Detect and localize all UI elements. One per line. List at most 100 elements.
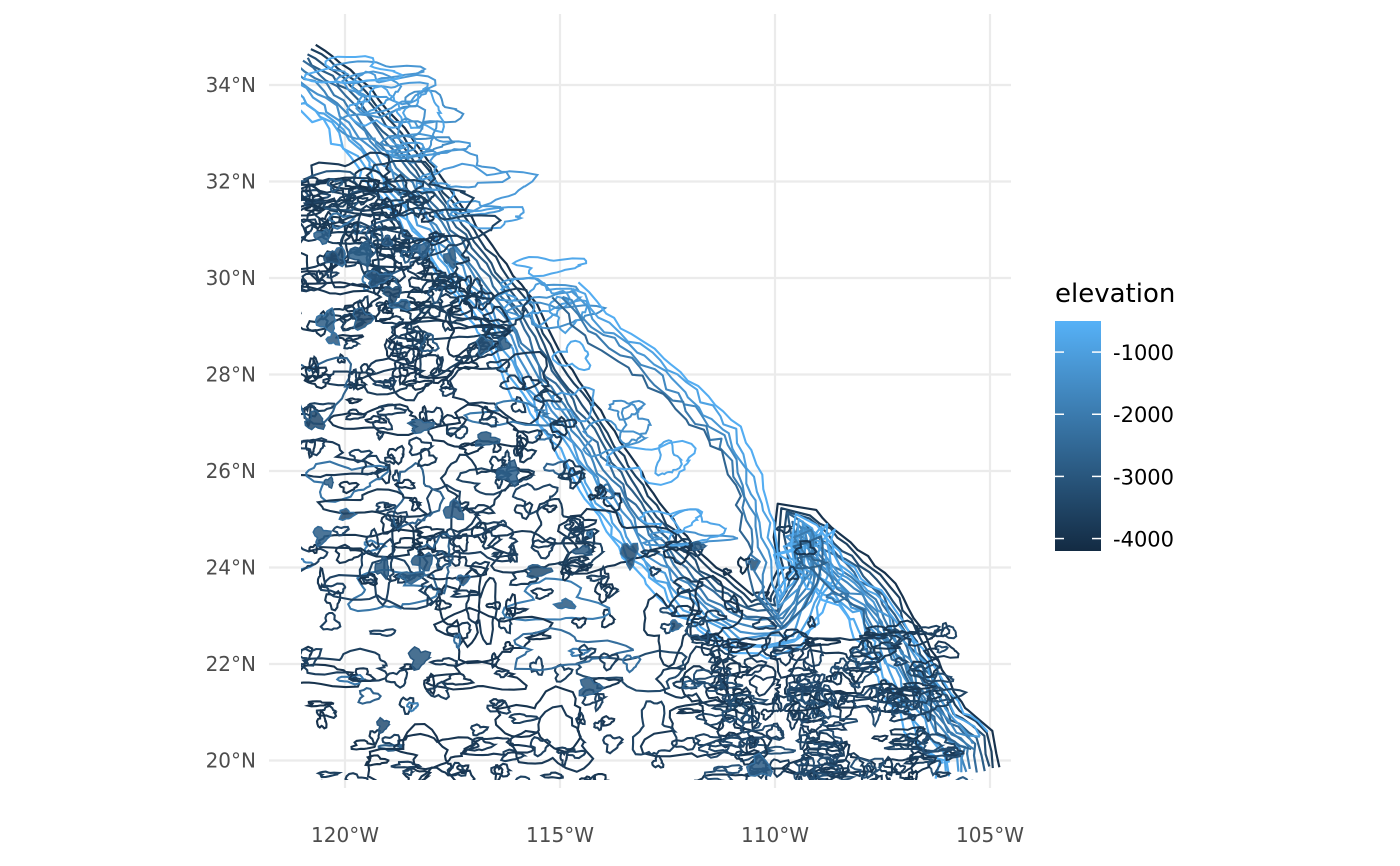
contour-line — [336, 104, 427, 154]
contour-line — [505, 704, 595, 773]
contour-line — [503, 301, 608, 330]
contour-line — [731, 687, 752, 703]
contour-line — [398, 696, 415, 715]
seamount-contour — [571, 545, 594, 557]
contour-line — [350, 739, 377, 751]
contour-line — [577, 643, 597, 661]
contour-line — [301, 261, 390, 289]
contour-line — [301, 663, 362, 689]
contour-line — [344, 772, 369, 780]
contour-line — [301, 647, 389, 682]
contour-line — [557, 470, 587, 485]
contour-line — [908, 750, 938, 774]
contour-line — [375, 238, 431, 272]
y-tick-label: 26°N — [206, 459, 256, 483]
contour-line — [357, 572, 378, 587]
contour-line — [863, 625, 897, 637]
contour-line — [334, 543, 366, 565]
contour-line — [692, 667, 732, 693]
contour-line — [392, 241, 411, 257]
contour-line — [791, 685, 830, 693]
x-tick-label: 115°W — [526, 823, 594, 847]
x-tick-label: 105°W — [956, 823, 1024, 847]
contour-line — [585, 574, 610, 583]
contour-line — [324, 270, 341, 279]
contour-line — [399, 249, 414, 265]
contour-line — [750, 704, 761, 731]
contour-line — [694, 712, 737, 727]
contour-line — [521, 375, 543, 391]
seamount-contour — [314, 306, 337, 335]
contour-line — [499, 276, 583, 321]
contour-line — [878, 755, 894, 777]
contour-line — [490, 762, 514, 778]
contour-line — [364, 754, 390, 767]
contour-line — [785, 565, 800, 582]
contour-line — [533, 388, 563, 404]
contour-line — [345, 408, 368, 421]
contour-line — [806, 742, 846, 758]
contour-line — [301, 197, 322, 217]
seamount-contour — [338, 507, 359, 522]
contour-line — [513, 627, 635, 672]
contour-line — [889, 694, 915, 716]
contour-line — [481, 529, 504, 550]
contour-line — [302, 59, 978, 773]
contour-line — [468, 736, 499, 752]
contour-line — [493, 764, 504, 780]
contour-line — [819, 758, 851, 780]
contour-line — [768, 758, 791, 779]
contour-line — [453, 632, 462, 650]
contour-line — [316, 566, 326, 590]
contour-line — [315, 770, 344, 779]
contour-line — [364, 414, 388, 424]
y-tick-label: 30°N — [206, 266, 256, 290]
contour-line — [654, 439, 684, 477]
contour-line — [639, 549, 661, 559]
contour-line — [888, 709, 915, 723]
contour-line — [435, 353, 444, 374]
contour-line — [847, 650, 884, 672]
contour-line — [310, 48, 994, 769]
contour-line — [515, 434, 525, 457]
contour-line — [870, 705, 882, 728]
contour-line — [955, 775, 974, 780]
contour-line — [330, 60, 427, 84]
contour-line — [423, 583, 444, 607]
contour-line — [593, 581, 615, 605]
contour-line — [600, 714, 616, 727]
contour-line — [311, 178, 377, 205]
contour-line — [478, 415, 500, 428]
contour-line — [303, 700, 335, 708]
contour-line — [921, 737, 946, 755]
contour-line — [690, 633, 724, 643]
contour-line — [301, 169, 364, 212]
seamount-contour — [668, 619, 685, 633]
contour-line — [368, 628, 397, 637]
contour-line — [486, 529, 597, 574]
contour-line — [933, 624, 958, 640]
contour-line — [812, 673, 826, 688]
contour-line — [402, 768, 416, 777]
contour-line — [672, 576, 704, 595]
seamount-contour — [312, 525, 333, 548]
seamount-contour — [382, 285, 402, 306]
contour-line — [488, 698, 507, 710]
contour-line — [326, 177, 344, 194]
contour-line — [675, 707, 706, 715]
contour-line — [427, 657, 460, 667]
contour-line — [598, 652, 620, 672]
contour-line — [893, 656, 911, 667]
contour-line — [594, 485, 606, 497]
contour-line — [760, 708, 775, 721]
contour-line — [352, 222, 367, 236]
legend-colorbar — [1055, 321, 1101, 551]
contour-line — [563, 518, 582, 532]
contour-line — [494, 685, 584, 754]
contour-line — [579, 564, 591, 572]
contour-line — [451, 533, 469, 553]
contour-line — [752, 616, 778, 631]
contour-line — [315, 709, 328, 730]
contour-line — [549, 434, 563, 453]
